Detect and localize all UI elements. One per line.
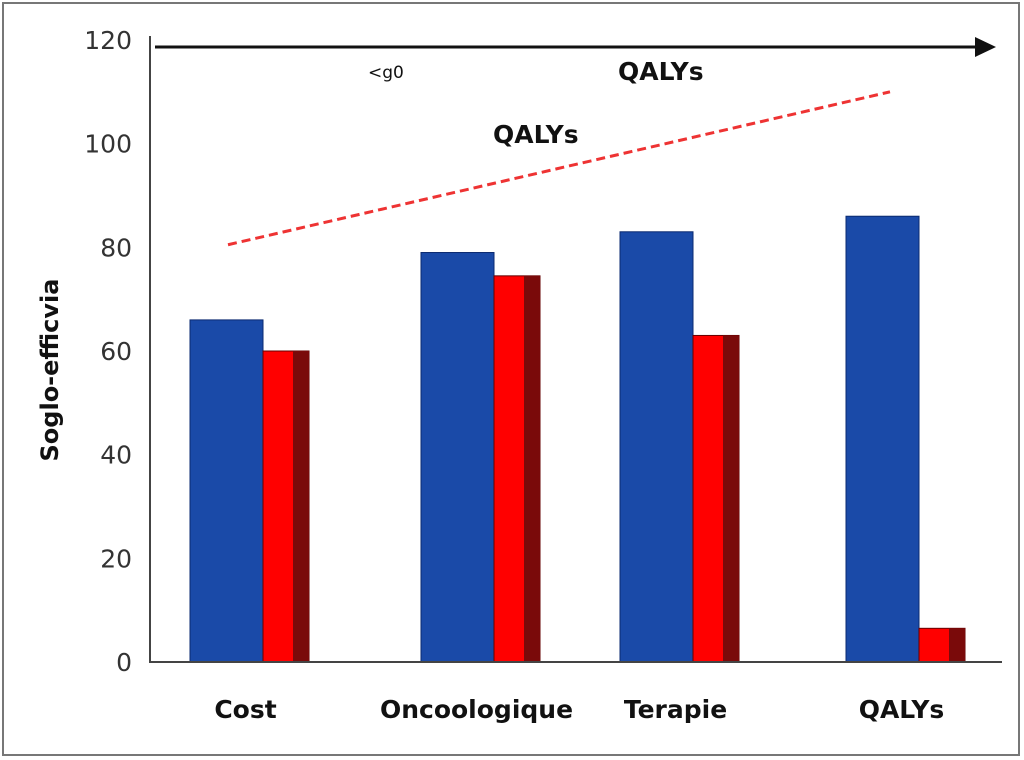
y-tick-label: 60 (100, 337, 132, 366)
y-tick-label: 40 (100, 441, 132, 470)
arrow-left-label: <g0 (368, 63, 404, 83)
arrow-head-icon (975, 37, 996, 57)
category-label: Cost (214, 695, 276, 724)
bar-blue-2 (619, 231, 694, 663)
bar-red-shade-1 (524, 275, 540, 662)
bar-blue-3 (845, 215, 920, 663)
y-tick-label: 80 (100, 233, 132, 262)
category-label: Oncoologique (380, 695, 573, 724)
bar-red-shade-3 (949, 628, 965, 662)
category-label: QALYs (859, 695, 945, 724)
bar-red-shade-2 (723, 335, 739, 662)
bar-blue-1 (420, 252, 495, 663)
trend-line-label: QALYs (493, 120, 579, 149)
y-tick-label: 100 (84, 130, 132, 159)
arrow-label: QALYs (618, 57, 704, 86)
y-axis-label: Soglo-efficvia (36, 279, 64, 462)
y-tick-label: 0 (116, 648, 132, 677)
y-tick-label: 20 (100, 544, 132, 573)
bar-red-shade-0 (293, 351, 309, 662)
trend-line (227, 90, 891, 247)
bar-blue-0 (189, 319, 264, 663)
category-label: Terapie (624, 695, 727, 724)
y-tick-label: 120 (84, 26, 132, 55)
